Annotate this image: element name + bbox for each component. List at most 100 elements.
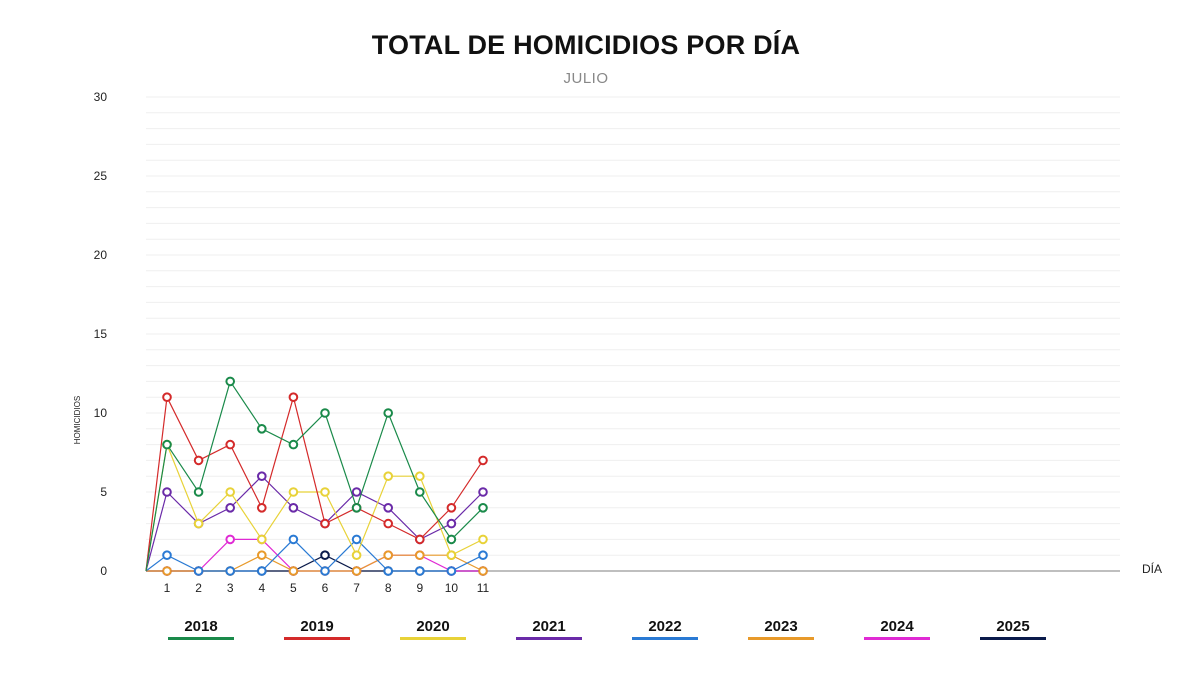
x-tick-label: 2 — [195, 581, 202, 595]
axes: 0 5 10 15 20 25 30 1 2 3 4 5 6 7 8 9 10 11 — [94, 90, 1120, 595]
y-tick-label: 15 — [94, 327, 108, 341]
legend-label: 2024 — [880, 618, 914, 635]
legend-item-2019: 2019 — [284, 618, 350, 640]
data-point-2020 — [225, 487, 235, 497]
legend-swatch — [400, 637, 466, 640]
legend: 2018 2019 2020 2021 2022 2023 2024 2025 — [0, 618, 1200, 658]
data-point-2018 — [320, 408, 330, 418]
series-line-2018 — [145, 379, 484, 572]
data-point-2022 — [446, 566, 457, 576]
data-point-2020 — [351, 550, 362, 561]
data-point-2019 — [162, 392, 172, 403]
y-axis-label: HOMICIDIOS — [73, 396, 82, 444]
legend-label: 2025 — [996, 618, 1030, 635]
data-point-2018 — [162, 439, 172, 450]
data-point-2018 — [257, 424, 267, 434]
data-point-2020 — [288, 487, 299, 497]
data-point-2022 — [478, 550, 488, 561]
data-point-2022 — [288, 534, 299, 545]
series-line-2023 — [146, 554, 484, 572]
data-point-2022 — [320, 566, 330, 576]
data-point-2021 — [383, 503, 394, 513]
legend-item-2021: 2021 — [516, 618, 582, 640]
y-tick-label: 0 — [100, 564, 107, 578]
data-point-2024 — [225, 534, 235, 545]
legend-item-2025: 2025 — [980, 618, 1046, 640]
x-tick-label: 3 — [227, 581, 234, 595]
data-point-2022 — [162, 550, 172, 561]
data-point-2021 — [478, 487, 488, 497]
data-point-2021 — [351, 487, 362, 497]
data-point-2020 — [193, 518, 204, 529]
data-point-2022 — [257, 566, 267, 576]
data-point-2019 — [193, 455, 204, 466]
series-line-2019 — [145, 394, 484, 572]
legend-label: 2023 — [764, 618, 798, 635]
legend-swatch — [632, 637, 698, 640]
legend-label: 2019 — [300, 618, 334, 635]
legend-swatch — [748, 637, 814, 640]
data-point-2023 — [383, 550, 394, 561]
data-point-2022 — [415, 566, 425, 576]
data-point-2018 — [351, 503, 362, 513]
data-point-2020 — [415, 471, 425, 482]
data-point-2020 — [320, 487, 330, 497]
data-point-2018 — [193, 487, 204, 497]
legend-item-2018: 2018 — [168, 618, 234, 640]
data-point-2023 — [288, 566, 299, 576]
legend-label: 2020 — [416, 618, 450, 635]
data-point-2019 — [257, 503, 267, 513]
data-point-2019 — [478, 455, 488, 466]
data-point-2021 — [257, 471, 267, 482]
x-tick-label: 8 — [385, 581, 392, 595]
series-line-2020 — [145, 442, 484, 572]
legend-item-2020: 2020 — [400, 618, 466, 640]
x-tick-label: 1 — [164, 581, 171, 595]
x-tick-label: 11 — [477, 581, 490, 595]
legend-label: 2022 — [648, 618, 682, 635]
data-point-2019 — [446, 503, 457, 513]
series-lines — [145, 379, 484, 572]
data-point-2023 — [162, 566, 172, 576]
data-point-2023 — [478, 566, 488, 576]
x-tick-label: 6 — [322, 581, 329, 595]
data-point-2021 — [162, 487, 172, 497]
x-tick-label: 7 — [353, 581, 360, 595]
data-point-2019 — [383, 518, 394, 529]
legend-swatch — [168, 637, 234, 640]
data-points — [162, 376, 488, 576]
legend-item-2024: 2024 — [864, 618, 930, 640]
data-point-2020 — [446, 550, 457, 561]
legend-swatch — [284, 637, 350, 640]
data-point-2021 — [225, 503, 235, 513]
x-axis-label: DÍA — [1142, 561, 1162, 576]
data-point-2018 — [478, 503, 488, 513]
data-point-2022 — [193, 566, 204, 576]
data-point-2018 — [415, 487, 425, 497]
y-tick-label: 25 — [94, 169, 108, 183]
data-point-2023 — [351, 566, 362, 576]
y-tick-label: 30 — [94, 90, 108, 104]
legend-swatch — [980, 637, 1046, 640]
legend-label: 2021 — [532, 618, 566, 635]
legend-item-2023: 2023 — [748, 618, 814, 640]
data-point-2022 — [383, 566, 394, 576]
y-tick-label: 20 — [94, 248, 108, 262]
data-point-2019 — [288, 392, 299, 403]
grid-lines — [146, 96, 1120, 556]
legend-label: 2018 — [184, 618, 218, 635]
x-tick-label: 9 — [416, 581, 423, 595]
x-tick-label: 10 — [445, 581, 459, 595]
data-point-2019 — [320, 518, 330, 529]
data-point-2018 — [383, 408, 394, 418]
legend-swatch — [864, 637, 930, 640]
data-point-2022 — [351, 534, 362, 545]
data-point-2018 — [225, 376, 235, 387]
chart-subtitle: JULIO — [563, 70, 609, 87]
y-tick-label: 5 — [100, 485, 107, 499]
legend-swatch — [516, 637, 582, 640]
data-point-2022 — [225, 566, 235, 576]
data-point-2023 — [415, 550, 425, 561]
data-point-2018 — [288, 439, 299, 450]
line-chart: 0 5 10 15 20 25 30 1 2 3 4 5 6 7 8 9 10 11 HOMICIDIOS DÍA — [73, 90, 1162, 595]
